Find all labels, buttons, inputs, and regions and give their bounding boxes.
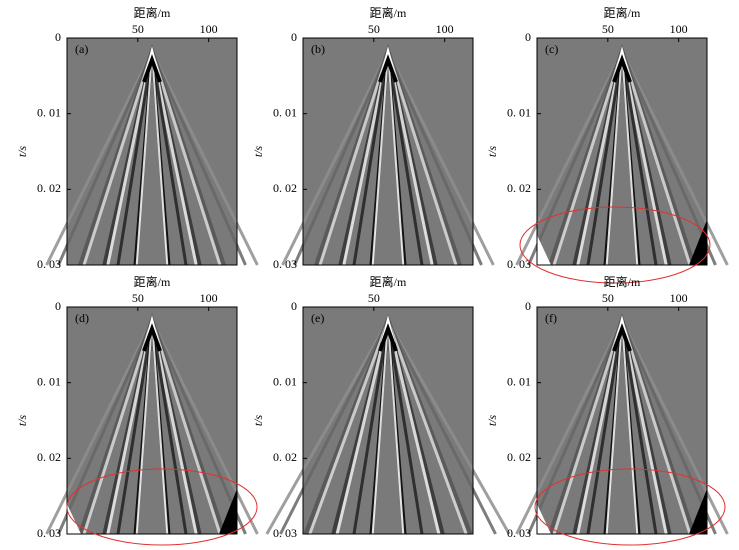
seismic-image: [515, 307, 729, 535]
y-axis-label: t/s: [251, 146, 265, 158]
image-background: [303, 307, 473, 534]
y-tick-label: 0. 02: [507, 450, 531, 464]
y-tick-label: 0. 01: [507, 105, 531, 119]
x-tick-label: 50: [132, 22, 144, 36]
seismic-image: [281, 38, 495, 266]
panel-label: (b): [311, 42, 325, 56]
corner-artifact: [67, 504, 81, 534]
x-axis-label: 距离/m: [604, 274, 641, 289]
y-tick-label: 0. 02: [507, 181, 531, 195]
highlight-ellipse: [519, 206, 711, 284]
apex-dark: [142, 323, 162, 352]
y-tick-label: 0: [525, 30, 531, 44]
y-tick-label: 0. 01: [507, 374, 531, 388]
y-tick-label: 0: [525, 299, 531, 313]
panel-label: (f): [545, 311, 557, 325]
corner-artifact: [219, 489, 237, 534]
y-tick-label: 0. 03: [507, 257, 531, 271]
seismic-image: [45, 307, 259, 535]
x-axis-label: 距离/m: [134, 274, 171, 289]
y-tick-label: 0. 03: [273, 257, 297, 271]
x-axis-label: 距离/m: [604, 5, 641, 20]
y-tick-label: 0: [291, 299, 297, 313]
plot-frame: [302, 306, 474, 535]
y-tick-label: 0. 02: [37, 450, 61, 464]
apex-dark: [142, 54, 162, 83]
y-tick-label: 0. 01: [37, 105, 61, 119]
y-axis-label: t/s: [15, 415, 29, 427]
apex-dark: [612, 323, 632, 352]
x-tick-label: 50: [132, 291, 144, 305]
x-tick-label: 50: [602, 22, 614, 36]
corner-artifact: [689, 489, 707, 534]
seismic-image: [515, 38, 729, 266]
x-tick-label: 50: [368, 22, 380, 36]
y-tick-label: 0. 02: [273, 181, 297, 195]
plot-frame: [66, 306, 238, 535]
y-tick-label: 0. 03: [273, 526, 297, 540]
y-tick-label: 0. 03: [37, 257, 61, 271]
seismic-image: [265, 307, 511, 535]
y-tick-label: 0. 03: [37, 526, 61, 540]
panel-label: (a): [75, 42, 88, 56]
y-axis-label: t/s: [485, 415, 499, 427]
panel-label: (c): [545, 42, 558, 56]
y-tick-label: 0: [291, 30, 297, 44]
plot-frame: [66, 37, 238, 266]
x-tick-label: 50: [368, 291, 380, 305]
x-tick-label: 100: [200, 291, 218, 305]
y-tick-label: 0. 02: [37, 181, 61, 195]
y-tick-label: 0. 01: [273, 374, 297, 388]
x-axis-label: 距离/m: [370, 5, 407, 20]
plot-frame: [536, 37, 708, 266]
plot-frame: [302, 37, 474, 266]
y-axis-label: t/s: [485, 146, 499, 158]
x-axis-label: 距离/m: [134, 5, 171, 20]
apex-dark: [612, 54, 632, 83]
x-tick-label: 100: [436, 22, 454, 36]
corner-artifact: [689, 220, 707, 265]
apex-dark: [378, 54, 398, 83]
x-tick-label: 50: [602, 291, 614, 305]
corner-artifact: [537, 235, 551, 265]
apex-dark: [378, 323, 398, 352]
highlight-ellipse: [66, 468, 258, 546]
y-tick-label: 0. 03: [507, 526, 531, 540]
highlight-ellipse: [534, 468, 726, 546]
y-tick-label: 0: [55, 299, 61, 313]
x-tick-label: 100: [670, 22, 688, 36]
y-tick-label: 0. 02: [273, 450, 297, 464]
x-axis-label: 距离/m: [370, 274, 407, 289]
x-tick-label: 100: [200, 22, 218, 36]
panel-label: (e): [311, 311, 324, 325]
plot-frame: [536, 306, 708, 535]
y-tick-label: 0. 01: [273, 105, 297, 119]
panel-label: (d): [75, 311, 89, 325]
y-axis-label: t/s: [15, 146, 29, 158]
y-axis-label: t/s: [251, 415, 265, 427]
y-tick-label: 0. 01: [37, 374, 61, 388]
y-tick-label: 0: [55, 30, 61, 44]
x-tick-label: 100: [670, 291, 688, 305]
seismic-image: [45, 38, 259, 266]
